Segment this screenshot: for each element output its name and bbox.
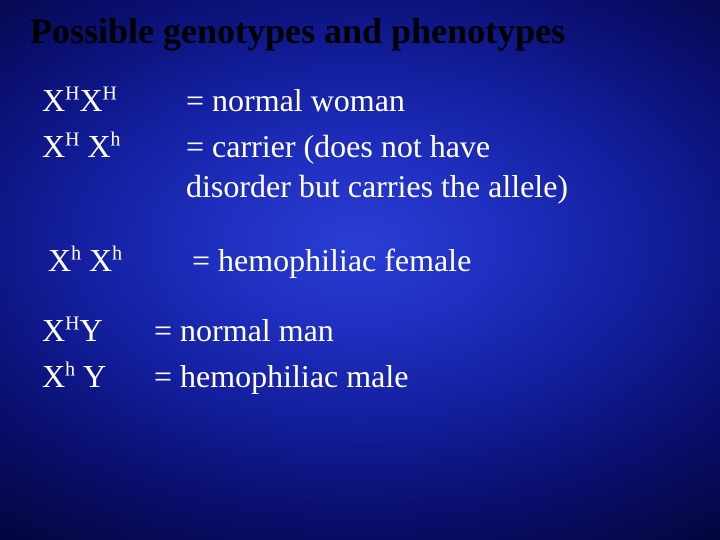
- allele-sup: h: [71, 242, 81, 264]
- slide: Possible genotypes and phenotypes XHXH =…: [0, 0, 720, 540]
- genotype-row: Xh Y = hemophiliac male: [42, 356, 690, 396]
- phenotype-desc: = normal woman: [186, 80, 690, 120]
- allele-sup: H: [65, 312, 79, 334]
- allele-sup: H: [103, 82, 117, 104]
- genotype-symbol: XHY: [42, 310, 154, 350]
- phenotype-desc: = hemophiliac female: [192, 240, 690, 280]
- genotype-row: XH Xh = carrier (does not have: [42, 126, 690, 166]
- phenotype-desc-cont: disorder but carries the allele): [186, 166, 690, 206]
- allele-sup: h: [111, 128, 121, 150]
- allele-x: X: [42, 128, 65, 164]
- phenotype-desc: = normal man: [154, 310, 690, 350]
- allele-x: X: [87, 128, 110, 164]
- genotype-symbol-spacer: [42, 166, 186, 206]
- genotype-symbol: Xh Xh: [48, 240, 192, 280]
- allele-x: X: [89, 242, 112, 278]
- allele-y: Y: [83, 358, 106, 394]
- genotype-symbol: Xh Y: [42, 356, 154, 396]
- slide-title: Possible genotypes and phenotypes: [30, 10, 700, 52]
- genotype-row: Xh Xh = hemophiliac female: [42, 240, 690, 280]
- genotype-symbol: XH Xh: [42, 126, 186, 166]
- allele-x: X: [48, 242, 71, 278]
- phenotype-desc: = carrier (does not have: [186, 126, 690, 166]
- genotype-row-continuation: disorder but carries the allele): [42, 166, 690, 206]
- allele-x: X: [42, 358, 65, 394]
- allele-sup: h: [112, 242, 122, 264]
- allele-sup: h: [65, 358, 75, 380]
- genotype-symbol: XHXH: [42, 80, 186, 120]
- genotype-row: XHXH = normal woman: [42, 80, 690, 120]
- allele-x: X: [42, 312, 65, 348]
- genotype-row: XHY = normal man: [42, 310, 690, 350]
- allele-x: X: [42, 82, 65, 118]
- allele-sup: H: [65, 82, 79, 104]
- slide-content: XHXH = normal woman XH Xh = carrier (doe…: [42, 80, 690, 396]
- allele-sup: H: [65, 128, 79, 150]
- phenotype-desc: = hemophiliac male: [154, 356, 690, 396]
- allele-x: X: [79, 82, 102, 118]
- allele-y: Y: [79, 312, 102, 348]
